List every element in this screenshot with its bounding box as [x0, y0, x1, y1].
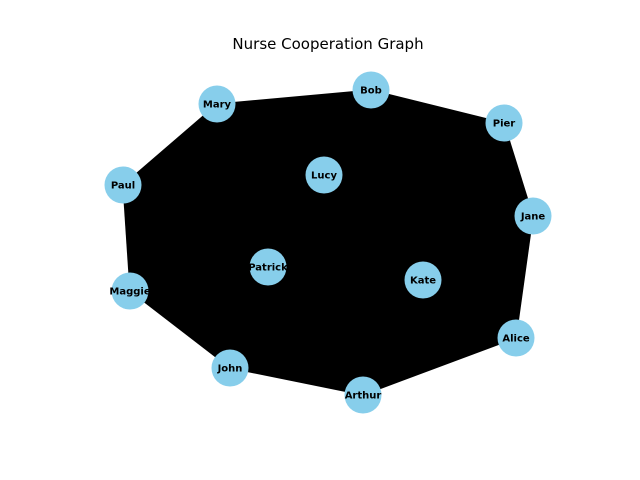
edge-pier-john — [229, 122, 505, 369]
graph-nodes: Mary Bob Pier Paul Lucy Jane Patrick Kate Maggie… — [104, 71, 552, 414]
edge-alice-arthur — [362, 337, 517, 396]
node-alice[interactable]: Alice — [497, 319, 535, 357]
node-label-paul: Paul — [111, 181, 135, 192]
node-circle-pier[interactable] — [485, 104, 523, 142]
edge-bob-jane — [370, 89, 534, 217]
edge-bob-kate — [370, 89, 424, 281]
edge-mary-paul — [122, 103, 218, 186]
node-label-pier: Pier — [493, 119, 516, 130]
node-bob[interactable]: Bob — [352, 71, 390, 109]
edge-paul-arthur — [122, 184, 364, 396]
node-arthur[interactable]: Arthur — [344, 376, 382, 414]
node-john[interactable]: John — [211, 349, 249, 387]
node-paul[interactable]: Paul — [104, 166, 142, 204]
node-label-alice: Alice — [502, 334, 530, 345]
graph-title: Nurse Cooperation Graph — [232, 35, 423, 53]
node-circle-lucy[interactable] — [305, 156, 343, 194]
node-circle-alice[interactable] — [497, 319, 535, 357]
edge-paul-lucy — [122, 174, 325, 186]
edge-mary-bob — [216, 89, 372, 105]
node-mary[interactable]: Mary — [198, 85, 236, 123]
edge-patrick-maggie — [129, 266, 269, 292]
edge-john-arthur — [229, 367, 364, 396]
node-jane[interactable]: Jane — [514, 197, 552, 235]
edge-kate-arthur — [362, 279, 424, 396]
edge-lucy-jane — [323, 174, 534, 217]
node-label-patrick: Patrick — [248, 263, 288, 274]
node-circle-arthur[interactable] — [344, 376, 382, 414]
edge-patrick-arthur — [267, 266, 364, 396]
edge-pier-alice — [503, 122, 517, 339]
node-label-jane: Jane — [520, 212, 546, 223]
edge-jane-alice — [515, 215, 534, 339]
node-label-bob: Bob — [360, 86, 382, 97]
node-label-kate: Kate — [410, 276, 436, 287]
edge-paul-patrick — [122, 184, 269, 268]
node-pier[interactable]: Pier — [485, 104, 523, 142]
node-label-mary: Mary — [203, 100, 232, 111]
edge-bob-alice — [370, 89, 517, 339]
edge-pier-lucy — [323, 122, 505, 176]
edge-mary-maggie — [129, 103, 218, 292]
edge-bundle-fill — [123, 90, 533, 395]
edge-kate-john — [229, 279, 424, 369]
edge-bob-arthur — [362, 89, 372, 396]
node-label-arthur: Arthur — [345, 391, 382, 402]
edge-jane-arthur — [362, 215, 534, 396]
node-circle-bob[interactable] — [352, 71, 390, 109]
node-circle-john[interactable] — [211, 349, 249, 387]
node-lucy[interactable]: Lucy — [305, 156, 343, 194]
edge-maggie-arthur — [129, 290, 364, 396]
node-circle-maggie[interactable] — [111, 272, 149, 310]
edge-bob-paul — [122, 89, 372, 186]
edge-pier-paul — [122, 122, 505, 186]
edge-paul-jane — [122, 184, 534, 217]
edge-kate-maggie — [129, 279, 424, 292]
edge-lucy-kate — [323, 174, 424, 281]
edge-bob-john — [229, 89, 372, 369]
edge-mary-lucy — [216, 103, 325, 176]
edge-maggie-john — [129, 290, 231, 369]
node-circle-jane[interactable] — [514, 197, 552, 235]
edge-pier-maggie — [129, 122, 505, 292]
edge-maggie-alice — [129, 290, 517, 339]
edge-lucy-maggie — [129, 174, 325, 292]
edge-mary-alice — [216, 103, 517, 339]
node-label-lucy: Lucy — [311, 171, 337, 182]
edge-jane-maggie — [129, 215, 534, 292]
edge-mary-patrick — [216, 103, 269, 268]
node-maggie[interactable]: Maggie — [109, 272, 151, 310]
edge-lucy-arthur — [323, 174, 364, 396]
edge-paul-john — [122, 184, 231, 369]
edge-patrick-kate — [267, 266, 424, 281]
node-patrick[interactable]: Patrick — [248, 248, 288, 286]
node-circle-mary[interactable] — [198, 85, 236, 123]
edge-paul-kate — [122, 184, 424, 281]
edge-patrick-alice — [267, 266, 517, 339]
node-kate[interactable]: Kate — [404, 261, 442, 299]
edge-alice-john — [229, 337, 517, 369]
edge-bob-pier — [370, 89, 505, 124]
edge-jane-john — [229, 215, 534, 369]
edge-mary-pier — [216, 103, 505, 124]
edge-paul-alice — [122, 184, 517, 339]
edge-jane-kate — [422, 215, 534, 281]
node-circle-paul[interactable] — [104, 166, 142, 204]
node-circle-kate[interactable] — [404, 261, 442, 299]
node-circle-patrick[interactable] — [249, 248, 287, 286]
node-label-maggie: Maggie — [109, 287, 150, 298]
edge-lucy-alice — [323, 174, 517, 339]
node-label-john: John — [217, 364, 243, 375]
edge-bob-maggie — [129, 89, 372, 292]
